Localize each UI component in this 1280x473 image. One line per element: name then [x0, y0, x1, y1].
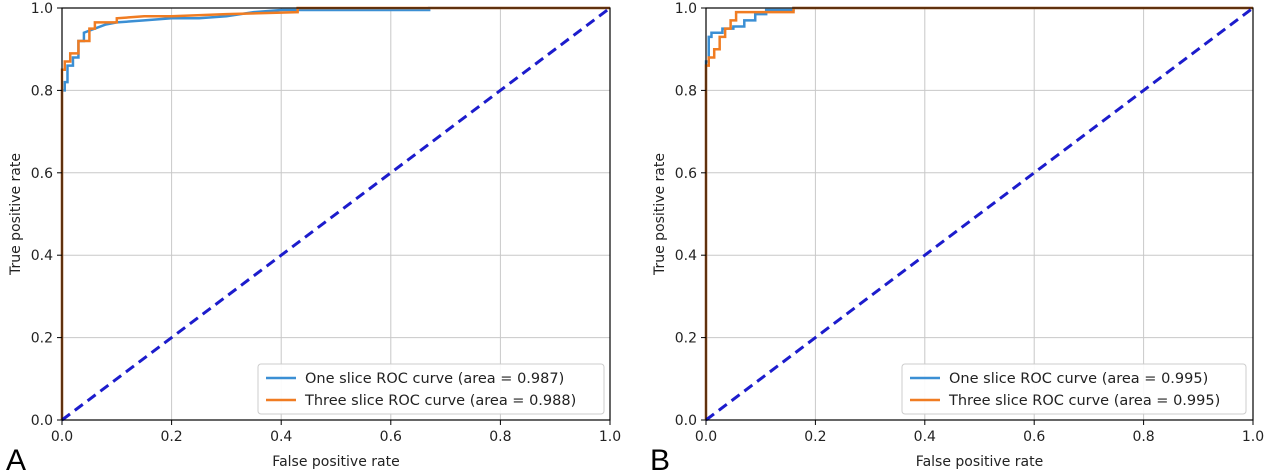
- panel-b-x-tick-label: 0.2: [804, 429, 826, 445]
- panel-a-three-slice-curve: [60, 6, 610, 420]
- panel-a-chart: 0.0 0.2 0.4 0.6 0.8 1.0 0.0 0.2 0.4 0.6 0.8 1.0 Fals…: [6, 1, 621, 473]
- panel-b-legend-label: One slice ROC curve (area = 0.995): [949, 371, 1208, 387]
- panel-a-legend-label: One slice ROC curve (area = 0.987): [305, 371, 564, 387]
- panel-b-axes-frame: [705, 7, 1254, 421]
- panel-b-y-axis-title: True positive rate: [652, 153, 668, 276]
- panel-b-chance-line: [705, 6, 1254, 422]
- panel-a-x-tick-label: 0.6: [380, 429, 402, 445]
- panel-a-x-tick-label: 0.2: [160, 429, 182, 445]
- panel-b-y-tick-label: 0.4: [675, 248, 697, 264]
- panel-b-y-tick-label: 0.0: [675, 413, 697, 429]
- panel-a-x-tick-label: 0.8: [489, 429, 511, 445]
- panel-a-panel-letter: A: [6, 444, 26, 473]
- panel-a-y-axis-title: True positive rate: [8, 153, 24, 276]
- panel-a-x-tick-label: 0.0: [51, 429, 73, 445]
- panel-b-y-tick-label: 0.2: [675, 331, 697, 347]
- panel-a-legend-box: [257, 363, 605, 415]
- panel-b-legend-label: Three slice ROC curve (area = 0.995): [948, 393, 1220, 409]
- panel-a-y-tick-label: 0.8: [31, 83, 53, 99]
- panel-b-y-tick-label: 0.8: [675, 83, 697, 99]
- panel-b-x-tick-label: 0.8: [1132, 429, 1154, 445]
- panel-b-three-slice-curve: [704, 6, 1253, 420]
- panel-a-y-tick-label: 0.4: [31, 248, 53, 264]
- panel-b-x-tick-label: 1.0: [1242, 429, 1264, 445]
- panel-b-legend: One slice ROC curve (area = 0.995) Three …: [901, 363, 1247, 415]
- panel-b-panel-letter: B: [650, 444, 670, 473]
- panel-b-x-tick-label: 0.0: [695, 429, 717, 445]
- panel-a-axes-frame: [61, 7, 611, 421]
- panel-b-y-tick-label: 1.0: [675, 1, 697, 17]
- panel-b-one-slice-curve: [704, 6, 1253, 420]
- panel-a-y-tick-label: 1.0: [31, 1, 53, 17]
- panel-a-y-tick-label: 0.6: [31, 166, 53, 182]
- panel-b-x-tick-label: 0.4: [914, 429, 936, 445]
- panel-a-legend-label: Three slice ROC curve (area = 0.988): [304, 393, 576, 409]
- panel-a-legend: One slice ROC curve (area = 0.987) Three …: [257, 363, 605, 415]
- panel-a-y-tick-label: 0.0: [31, 413, 53, 429]
- panel-a-x-axis-title: False positive rate: [272, 454, 399, 470]
- panel-b-chart: 0.0 0.2 0.4 0.6 0.8 1.0 0.0 0.2 0.4 0.6 0.8 1.0 Fals…: [650, 1, 1264, 473]
- panel-b-y-tick-label: 0.6: [675, 166, 697, 182]
- panel-b-legend-box: [901, 363, 1247, 415]
- panel-b-x-axis-title: False positive rate: [916, 454, 1043, 470]
- panel-a-x-tick-label: 1.0: [599, 429, 621, 445]
- panel-a-x-tick-label: 0.4: [270, 429, 292, 445]
- panel-a-chance-line: [61, 6, 611, 422]
- panel-b-x-tick-label: 0.6: [1023, 429, 1045, 445]
- panel-a-y-tick-label: 0.2: [31, 331, 53, 347]
